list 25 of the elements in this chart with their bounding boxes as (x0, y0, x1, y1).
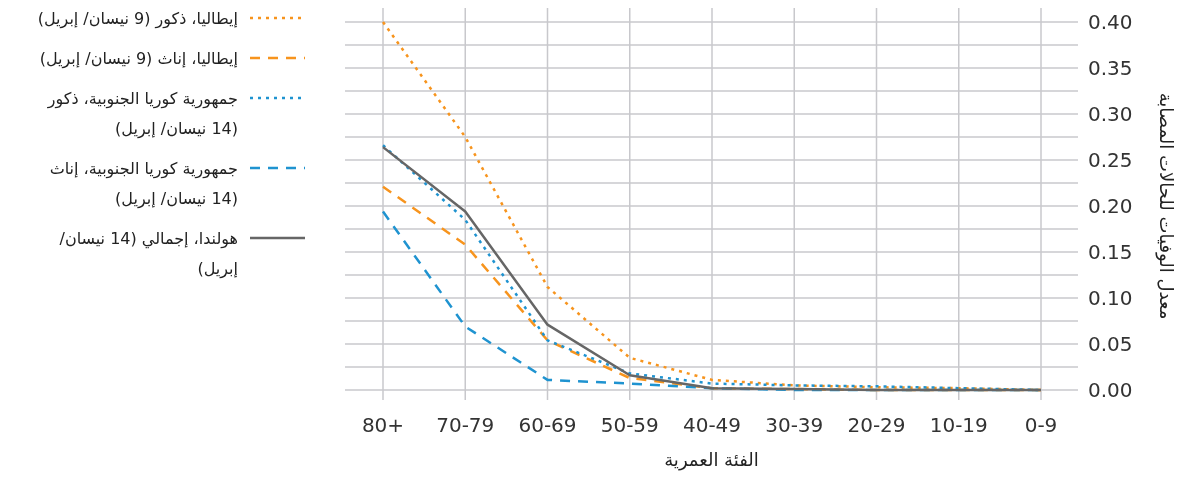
y-axis-title: معدل الوفيات للحالات المصابة (1155, 92, 1177, 320)
y-tick-label: 0.25 (1088, 148, 1133, 172)
x-tick-label: 60-69 (518, 413, 577, 437)
x-tick-label: 50-59 (600, 413, 659, 437)
legend-label: جمهورية كوريا الجنوبية، ذكور (14 نيسان/ إبريل) (46, 88, 238, 139)
x-tick-label: 10-19 (929, 413, 988, 437)
x-tick-label: 70-79 (436, 413, 495, 437)
legend-label: هولندا، إجمالي (14 نيسان/ إبريل) (59, 228, 238, 279)
y-tick-label: 0.35 (1088, 56, 1133, 80)
x-tick-label: 30-39 (765, 413, 824, 437)
legend-label: جمهورية كوريا الجنوبية، إناث (14 نيسان/ إبريل) (49, 158, 238, 209)
y-tick-label: 0.20 (1088, 194, 1133, 218)
x-tick-label: 80+ (361, 413, 405, 437)
y-tick-label: 0.10 (1088, 286, 1133, 310)
legend-label: إيطاليا، إناث (9 نيسان/ إبريل) (39, 48, 238, 69)
y-tick-label: 0.05 (1088, 332, 1133, 356)
y-tick-label: 0.15 (1088, 240, 1133, 264)
y-tick-label: 0.00 (1088, 378, 1133, 402)
legend-label: إيطاليا، ذكور (9 نيسان/ إبريل) (37, 8, 238, 29)
x-tick-label: 40-49 (682, 413, 742, 437)
x-tick-label: 0-9 (1024, 413, 1058, 437)
y-tick-label: 0.30 (1088, 102, 1133, 126)
y-tick-label: 0.40 (1088, 10, 1133, 34)
x-axis-title: الفئة العمرية (664, 449, 759, 471)
x-tick-label: 20-29 (847, 413, 906, 437)
